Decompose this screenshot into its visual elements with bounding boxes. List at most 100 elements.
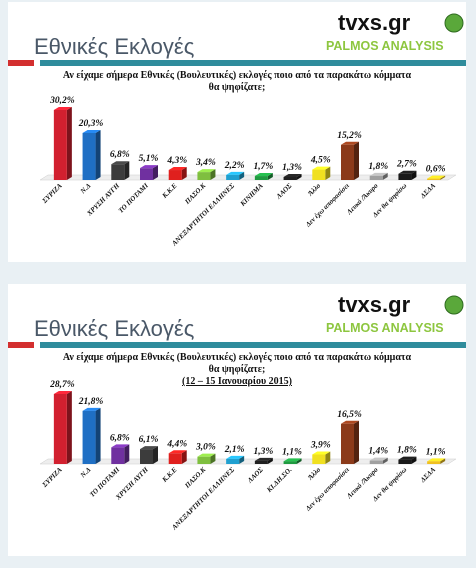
- value-label: 2,2%: [224, 161, 245, 171]
- value-label: 3,9%: [310, 440, 331, 450]
- bar-side: [325, 451, 331, 464]
- bar-side: [66, 107, 72, 180]
- value-label: 15,2%: [337, 131, 362, 141]
- bar-top: [398, 170, 417, 174]
- value-label: 1,8%: [368, 162, 388, 172]
- bar-side: [181, 450, 187, 464]
- value-label: 1,1%: [426, 447, 446, 457]
- value-label: 1,3%: [282, 163, 302, 173]
- stripe-teal: [40, 60, 466, 66]
- bar-side: [325, 166, 331, 180]
- slide: Εθνικές Εκλογές tvxs.gr PALMOS ANALYSIS Αν …: [8, 284, 466, 556]
- bar: [254, 460, 268, 464]
- bar: [226, 458, 240, 464]
- bar: [82, 132, 96, 180]
- value-label: 2,1%: [224, 445, 245, 455]
- question-box: Αν είχαμε σήμερα Εθνικές (Βουλευτικές) ε…: [62, 352, 412, 388]
- bar: [369, 175, 383, 180]
- bar: [140, 449, 153, 464]
- question-wrap: Αν είχαμε σήμερα Εθνικές (Βουλευτικές) ε…: [62, 70, 412, 94]
- bar: [312, 169, 326, 180]
- bar-side: [382, 457, 388, 464]
- bar: [341, 423, 354, 464]
- value-label: 30,2%: [49, 96, 75, 106]
- bar-top: [197, 453, 216, 457]
- bar-top: [82, 407, 101, 411]
- bar-side: [95, 129, 101, 180]
- value-label: 1,8%: [397, 446, 417, 456]
- bar: [111, 447, 125, 464]
- value-label: 4,3%: [166, 156, 187, 166]
- question-wrap: Αν είχαμε σήμερα Εθνικές (Βουλευτικές) ε…: [62, 352, 412, 388]
- bar-side: [210, 169, 216, 180]
- value-label: 4,4%: [166, 439, 187, 449]
- bar-top: [312, 166, 331, 170]
- question: Αν είχαμε σήμερα Εθνικές (Βουλευτικές) ε…: [62, 70, 412, 93]
- bar-side: [354, 141, 359, 180]
- slide-title: Εθνικές Εκλογές: [34, 34, 194, 59]
- bar: [254, 176, 268, 180]
- bar-top: [140, 165, 158, 169]
- bar: [168, 453, 182, 464]
- bar: [427, 461, 441, 464]
- bar-side: [267, 173, 273, 180]
- bar-top: [283, 458, 302, 462]
- bar-top: [197, 169, 216, 173]
- question-date: (12 – 15 Ιανουαρίου 2015): [181, 376, 292, 387]
- bar-side: [239, 171, 245, 180]
- value-label: 0,6%: [426, 165, 446, 175]
- bar: [226, 174, 240, 180]
- bar-side: [267, 457, 273, 464]
- question: Αν είχαμε σήμερα Εθνικές (Βουλευτικές) ε…: [62, 352, 412, 375]
- bar-side: [210, 453, 216, 464]
- bar-top: [111, 161, 130, 165]
- value-label: 4,5%: [310, 156, 331, 166]
- bar-side: [153, 165, 158, 180]
- bar-top: [427, 175, 446, 179]
- bar-top: [226, 171, 245, 175]
- value-label: 1,4%: [368, 447, 388, 457]
- bar-side: [296, 458, 302, 464]
- bar-top: [341, 420, 359, 424]
- value-label: 16,5%: [337, 410, 362, 420]
- bar: [312, 454, 326, 464]
- bar-top: [168, 450, 187, 454]
- bar-top: [53, 391, 72, 394]
- bar: [369, 460, 383, 464]
- value-label: 28,7%: [49, 380, 75, 390]
- logo: tvxs.gr: [338, 292, 411, 317]
- bar-top: [254, 457, 273, 461]
- bar: [82, 410, 96, 464]
- bar: [283, 461, 297, 464]
- bar-side: [124, 444, 130, 464]
- bar-side: [124, 161, 130, 180]
- bar-side: [239, 455, 245, 464]
- bar-top: [226, 455, 245, 459]
- slide: Εθνικές Εκλογές tvxs.gr PALMOS ANALYSIS Αν …: [8, 2, 466, 262]
- bar: [341, 144, 354, 180]
- value-label: 20,3%: [78, 119, 104, 129]
- bar-top: [369, 172, 388, 176]
- value-label: 5,1%: [139, 154, 159, 164]
- floor: [39, 458, 457, 465]
- bar: [398, 173, 412, 180]
- bar: [197, 456, 211, 464]
- value-label: 6,8%: [110, 433, 130, 443]
- slide-title: Εθνικές Εκλογές: [34, 316, 194, 341]
- brand: PALMOS ANALYSIS: [326, 321, 444, 335]
- bar-side: [440, 458, 446, 464]
- bar-side: [66, 391, 72, 464]
- brand: PALMOS ANALYSIS: [326, 39, 444, 53]
- bar-top: [168, 167, 187, 171]
- bar: [398, 459, 412, 464]
- bar: [283, 176, 297, 180]
- bar-top: [53, 107, 72, 110]
- bar-side: [382, 172, 388, 180]
- bar-top: [254, 173, 273, 177]
- bar-side: [411, 170, 417, 180]
- bar-top: [341, 141, 359, 145]
- value-label: 1,7%: [253, 162, 273, 172]
- bar: [140, 168, 153, 180]
- logo: tvxs.gr: [338, 10, 411, 35]
